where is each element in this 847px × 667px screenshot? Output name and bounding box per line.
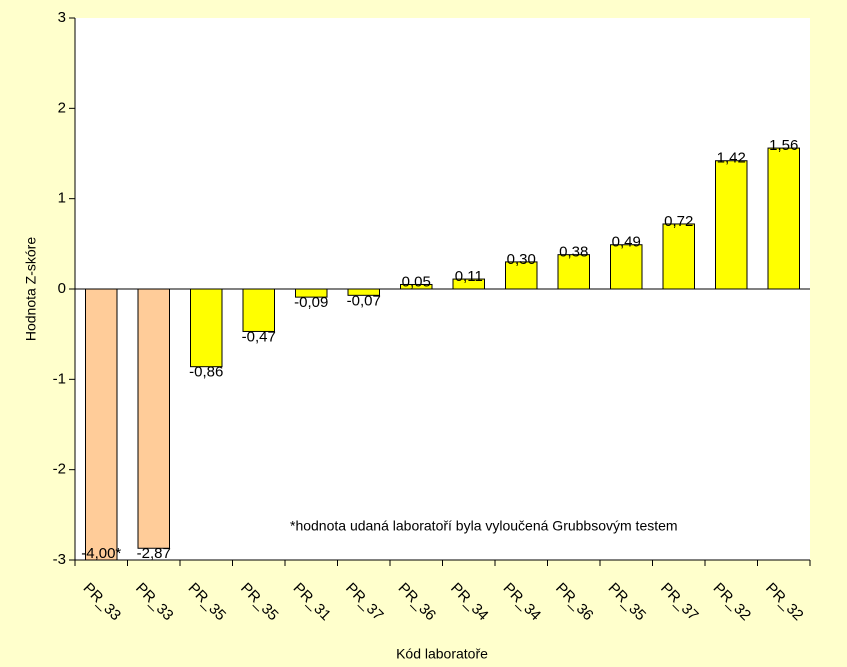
bar	[85, 288, 118, 560]
y-tick-label: 2	[58, 99, 66, 116]
y-tick-label: -3	[53, 551, 66, 568]
bar	[610, 244, 643, 290]
bar	[242, 288, 275, 332]
data-label: 0,49	[612, 234, 641, 251]
x-axis-label: Kód laboratoře	[396, 646, 488, 662]
y-tick-label: -1	[53, 370, 66, 387]
data-label: -2,87	[137, 545, 171, 562]
data-label: 1,56	[769, 137, 798, 154]
bar	[767, 147, 800, 290]
bar	[137, 288, 170, 549]
data-label: 1,42	[717, 150, 746, 167]
data-label: 0,30	[507, 251, 536, 268]
data-label: 0,72	[664, 213, 693, 230]
data-label: -4,00*	[81, 545, 121, 562]
bars	[85, 147, 800, 560]
y-tick-label: -2	[53, 461, 66, 478]
annotation: *hodnota udaná laboratoří byla vyloučená…	[290, 518, 678, 534]
y-axis-label: Hodnota Z-skóre	[23, 237, 39, 341]
data-label: -0,47	[242, 328, 276, 345]
bar	[662, 223, 695, 290]
bar	[190, 288, 223, 368]
bar	[715, 160, 748, 290]
data-label: 0,11	[455, 268, 483, 285]
y-tick-label: 3	[58, 9, 66, 26]
y-tick-label: 1	[58, 190, 66, 207]
data-label: -0,86	[189, 364, 223, 381]
data-label: 0,05	[402, 273, 431, 290]
y-tick-label: 0	[58, 280, 66, 297]
data-label: -0,09	[294, 294, 328, 311]
data-label: 0,38	[559, 244, 588, 261]
data-label: -0,07	[347, 292, 381, 309]
